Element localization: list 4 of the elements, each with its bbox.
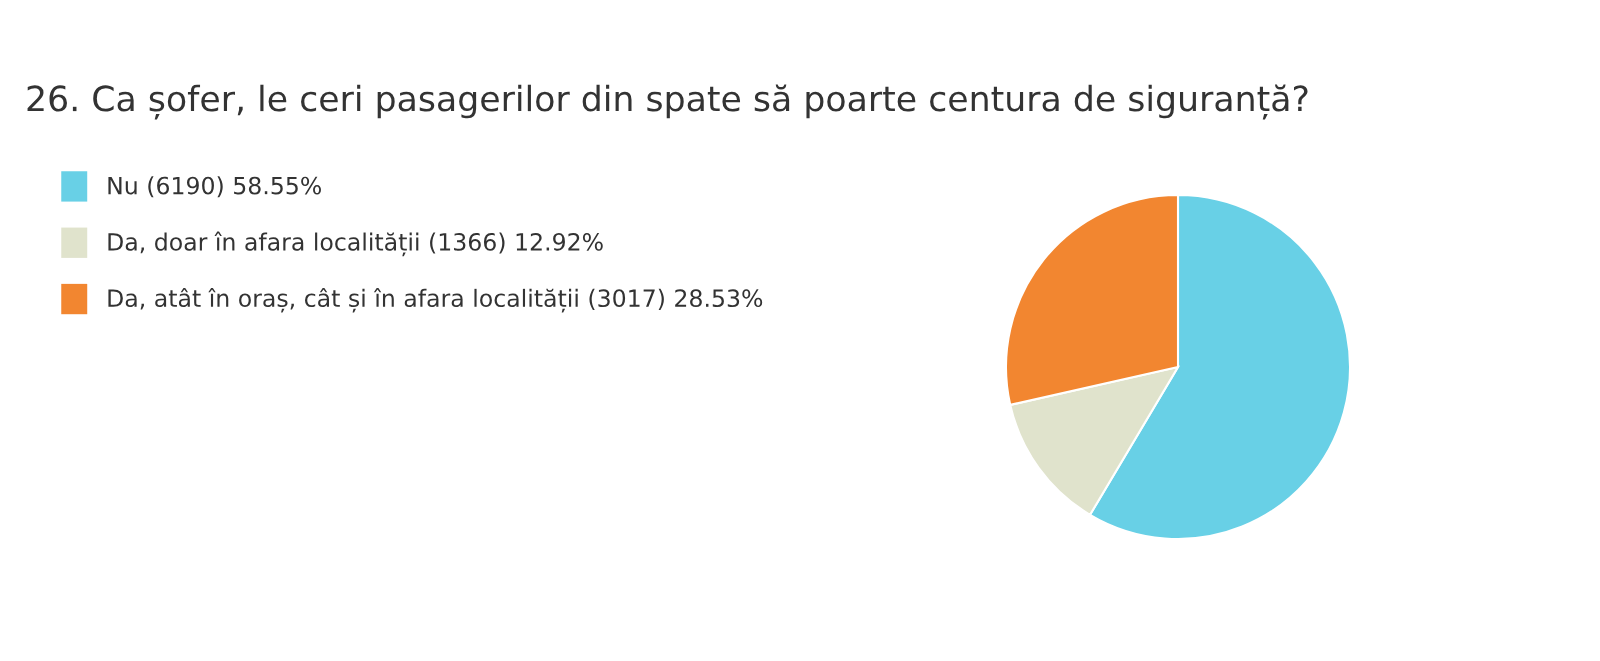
legend-label: Nu (6190) 58.55% [108, 176, 321, 198]
legend-label: Da, atât în oraș, cât și în afara localității (3017) 28.53% [108, 287, 763, 313]
chart-title: 26. Ca șofer, le ceri pasagerilor din spate să poarte centura de siguranță? [27, 84, 1308, 120]
legend-label: Da, doar în afara localității (1366) 12.92% [108, 231, 603, 257]
